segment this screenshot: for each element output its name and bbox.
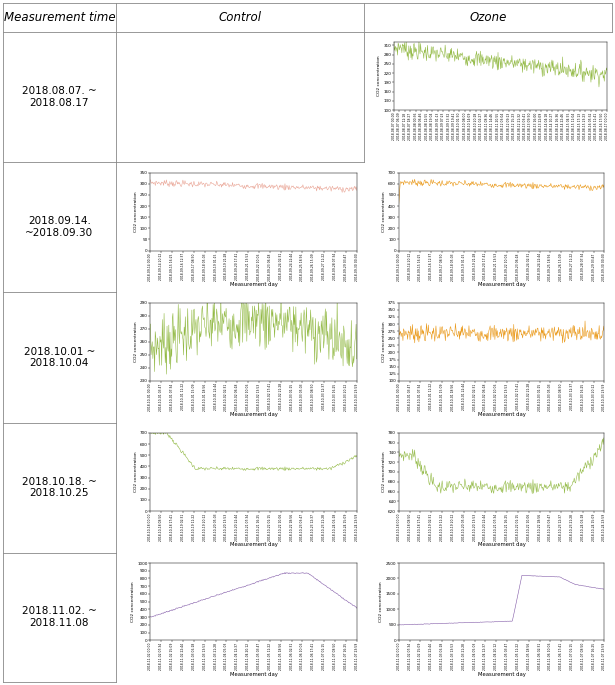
Text: Measurement time: Measurement time [4,11,115,24]
Text: 2018.10.18. ~
2018.10.25: 2018.10.18. ~ 2018.10.25 [22,477,97,499]
Text: 2018.11.02. ~
2018.11.08: 2018.11.02. ~ 2018.11.08 [22,606,97,628]
Text: 2018.08.07. ~
2018.08.17: 2018.08.07. ~ 2018.08.17 [22,86,97,108]
Text: Control: Control [218,11,261,24]
Text: Ozone: Ozone [469,11,507,24]
Text: 2018.10.01 ~
2018.10.04: 2018.10.01 ~ 2018.10.04 [24,347,95,369]
Text: 2018.09.14.
~2018.09.30: 2018.09.14. ~2018.09.30 [25,216,93,238]
